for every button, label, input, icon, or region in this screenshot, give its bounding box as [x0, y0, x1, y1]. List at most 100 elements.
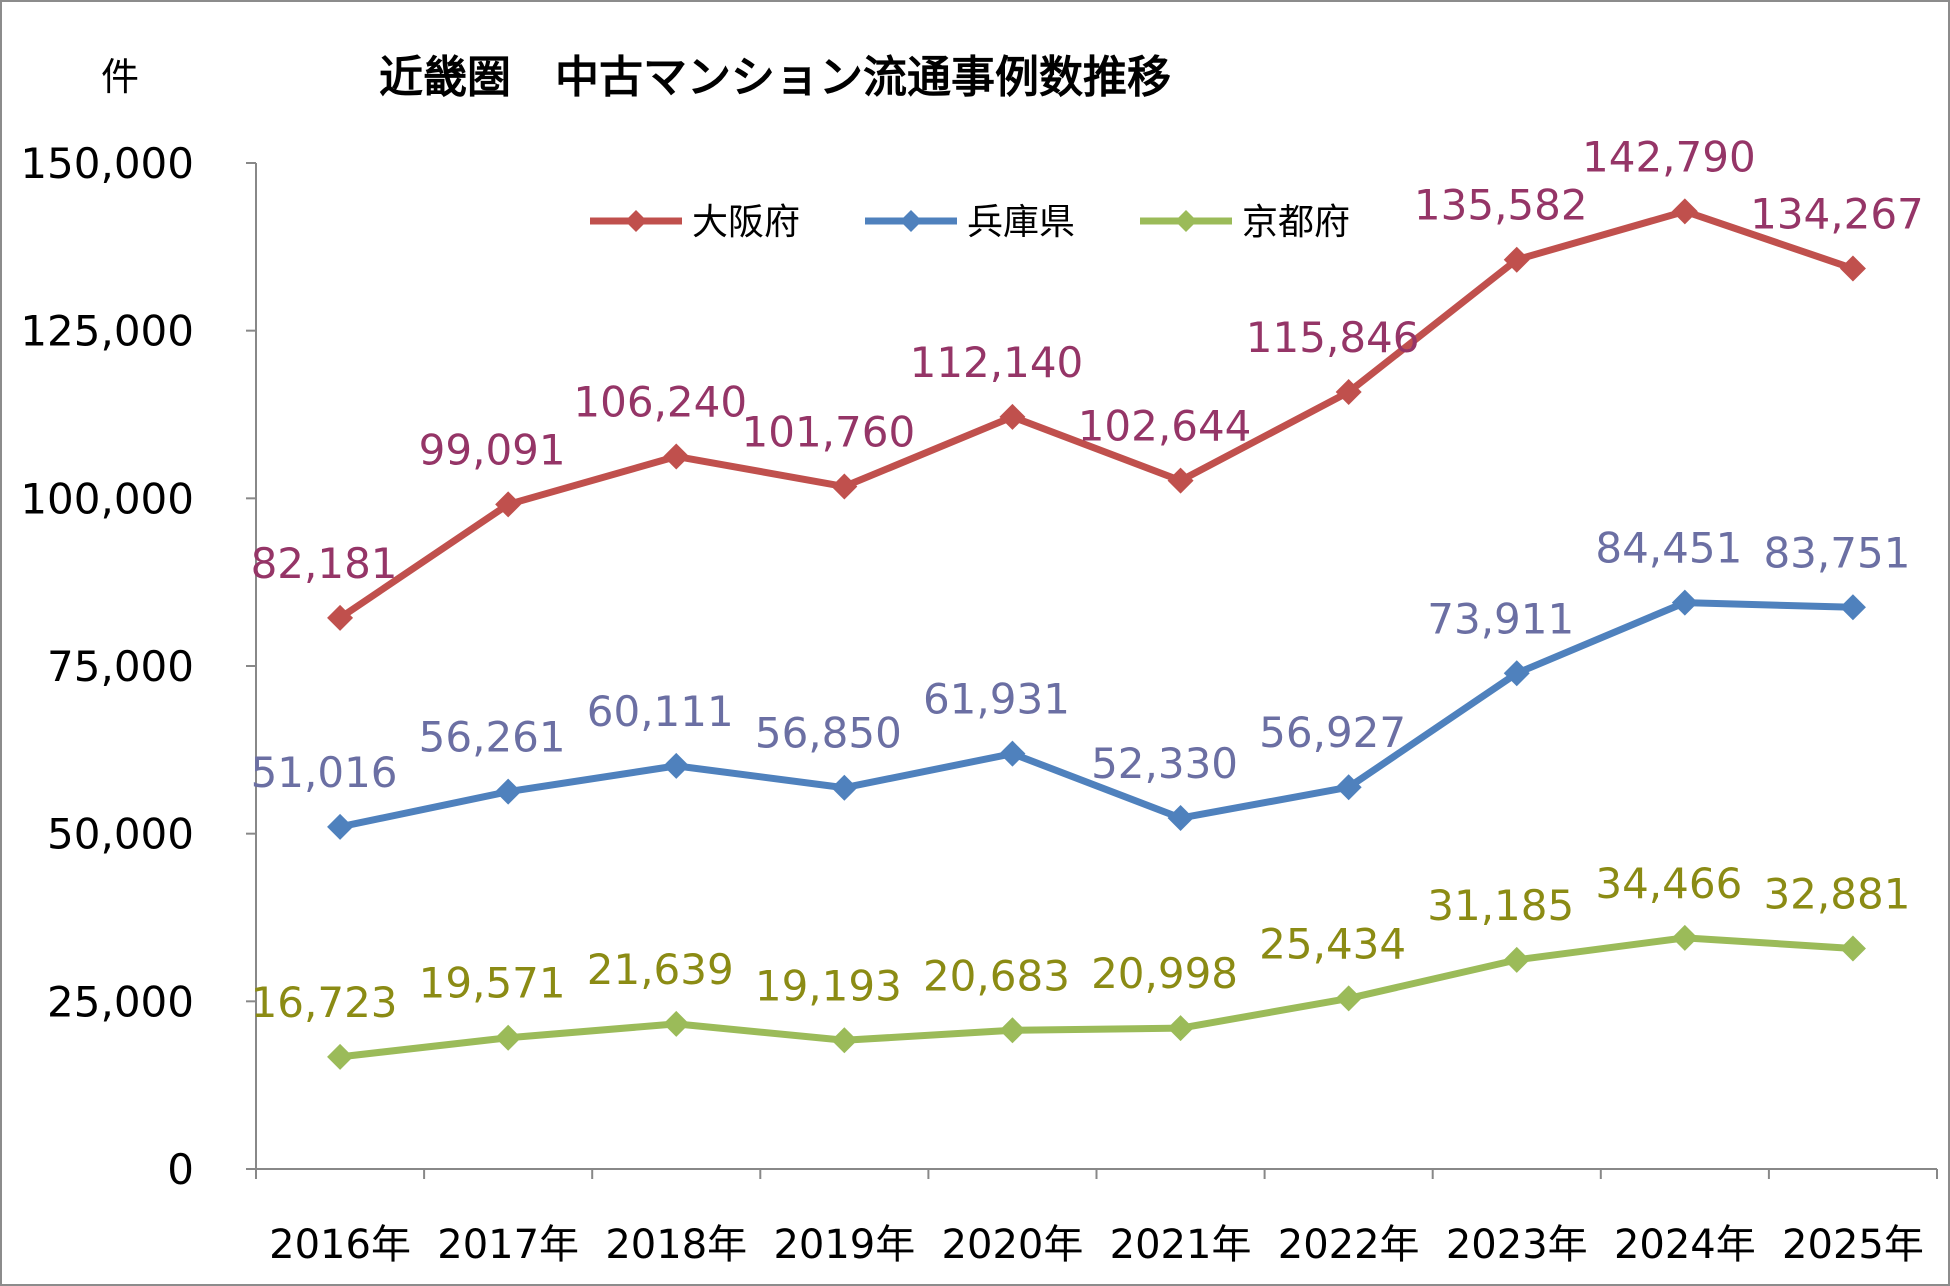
series-1 — [327, 198, 1866, 631]
data-label: 115,846 — [1246, 313, 1420, 362]
series-2 — [327, 589, 1866, 840]
data-label: 102,644 — [1078, 402, 1252, 451]
x-tick-label: 2025年 — [1782, 1222, 1924, 1268]
data-label: 112,140 — [910, 338, 1084, 387]
data-label: 32,881 — [1763, 869, 1910, 918]
data-point — [999, 403, 1026, 430]
data-label: 82,181 — [251, 539, 398, 588]
data-point — [1671, 198, 1698, 225]
y-tick-label: 0 — [167, 1145, 194, 1194]
chart-title: 近畿圏 中古マンション流通事例数推移 — [379, 52, 1171, 103]
data-point — [327, 1043, 354, 1070]
x-tick-label: 2017年 — [437, 1222, 579, 1268]
x-tick-label: 2016年 — [269, 1222, 411, 1268]
data-point — [1503, 246, 1530, 273]
data-label: 19,571 — [419, 959, 566, 1008]
y-tick-label: 125,000 — [20, 307, 194, 356]
legend-swatch-marker — [1175, 210, 1197, 232]
data-point — [495, 491, 522, 518]
x-tick-label: 2021年 — [1110, 1222, 1252, 1268]
legend-item: 大阪府 — [590, 202, 800, 243]
data-label: 56,927 — [1259, 708, 1406, 757]
series-line — [338, 207, 1855, 621]
legend: 大阪府 兵庫県 京都府 — [590, 202, 1350, 243]
data-point — [1167, 805, 1194, 832]
data-point — [1839, 255, 1866, 282]
y-tick-label: 100,000 — [20, 474, 194, 523]
data-point — [1503, 946, 1530, 973]
series-3 — [327, 924, 1866, 1070]
series-line — [339, 934, 1854, 1061]
legend-item: 京都府 — [1140, 202, 1350, 243]
legend-label: 京都府 — [1242, 202, 1350, 243]
data-label: 56,261 — [419, 713, 566, 762]
data-point — [1167, 1015, 1194, 1042]
data-point — [1671, 924, 1698, 951]
data-point — [1335, 379, 1362, 406]
x-tick-label: 2023年 — [1446, 1222, 1588, 1268]
y-tick-label: 150,000 — [20, 139, 194, 188]
data-label: 73,911 — [1427, 594, 1574, 643]
data-point — [1335, 774, 1362, 801]
legend-label: 兵庫県 — [967, 202, 1075, 243]
y-tick-label: 25,000 — [47, 977, 194, 1026]
data-point — [1167, 467, 1194, 494]
data-point — [1839, 594, 1866, 621]
data-point — [1671, 589, 1698, 616]
data-label: 20,683 — [923, 951, 1070, 1000]
data-label: 19,193 — [755, 961, 902, 1010]
data-label: 83,751 — [1763, 528, 1910, 577]
data-point — [495, 1024, 522, 1051]
legend-item: 兵庫県 — [865, 202, 1075, 243]
y-unit-label: 件 — [101, 55, 139, 99]
data-point — [1503, 660, 1530, 687]
data-point — [999, 740, 1026, 767]
data-point — [663, 1010, 690, 1037]
data-label: 61,931 — [923, 675, 1070, 724]
data-label: 99,091 — [419, 425, 566, 474]
data-point — [495, 778, 522, 805]
data-label: 135,582 — [1414, 181, 1588, 230]
data-label: 60,111 — [587, 687, 734, 736]
data-label: 84,451 — [1595, 524, 1742, 573]
axes: 0 25,000 50,000 75,000 100,000 125,000 150,000… — [20, 139, 1938, 1268]
data-point — [1839, 935, 1866, 962]
data-label: 51,016 — [251, 748, 398, 797]
data-label: 142,790 — [1582, 132, 1756, 181]
data-label: 101,760 — [742, 408, 916, 457]
data-point — [831, 774, 858, 801]
data-label: 56,850 — [755, 709, 902, 758]
data-point — [831, 473, 858, 500]
x-tick-label: 2020年 — [942, 1222, 1084, 1268]
x-tick-label: 2024年 — [1614, 1222, 1756, 1268]
series-layer — [327, 198, 1866, 1070]
data-label: 25,434 — [1259, 919, 1406, 968]
data-label: 134,267 — [1750, 190, 1924, 239]
y-tick-label: 50,000 — [47, 810, 194, 859]
data-label: 31,185 — [1427, 881, 1574, 930]
series-line — [339, 599, 1854, 831]
data-point — [327, 604, 354, 631]
legend-swatch-marker — [900, 210, 922, 232]
x-tick-label: 2019年 — [773, 1222, 915, 1268]
x-tick-label: 2018年 — [605, 1222, 747, 1268]
data-point — [831, 1027, 858, 1054]
data-point — [1335, 985, 1362, 1012]
data-point — [999, 1017, 1026, 1044]
legend-swatch-marker — [625, 210, 647, 232]
data-label: 21,639 — [587, 945, 734, 994]
data-point — [663, 443, 690, 470]
x-tick-label: 2022年 — [1278, 1222, 1420, 1268]
data-label: 52,330 — [1091, 739, 1238, 788]
legend-label: 大阪府 — [692, 202, 800, 243]
data-label: 106,240 — [573, 377, 747, 426]
data-point — [663, 752, 690, 779]
data-label: 34,466 — [1595, 859, 1742, 908]
data-label: 16,723 — [251, 978, 398, 1027]
y-tick-label: 75,000 — [47, 642, 194, 691]
data-label: 20,998 — [1091, 949, 1238, 998]
data-point — [327, 813, 354, 840]
